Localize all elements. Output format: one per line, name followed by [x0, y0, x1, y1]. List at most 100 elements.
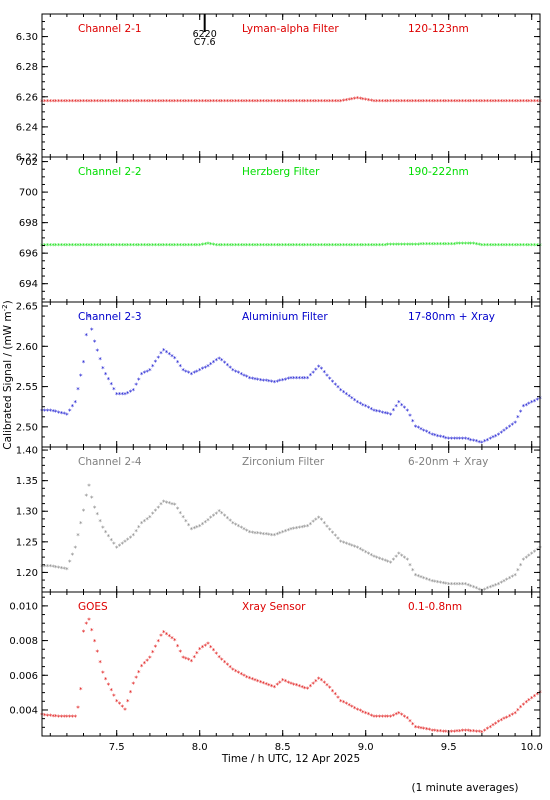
series-markers: ****************************************…	[40, 95, 542, 106]
data-point: *	[477, 98, 481, 106]
data-point: *	[383, 98, 387, 106]
data-point: *	[192, 242, 196, 250]
data-point: *	[511, 242, 515, 250]
data-point: *	[483, 438, 487, 446]
data-point: *	[303, 685, 307, 693]
data-point: *	[129, 534, 133, 542]
data-point: *	[168, 351, 172, 359]
data-point: *	[458, 435, 462, 443]
data-point: *	[508, 242, 512, 250]
data-point: *	[190, 658, 194, 666]
panel-label: Channel 2-3	[78, 311, 142, 323]
data-point: *	[483, 98, 487, 106]
data-point: *	[273, 379, 277, 387]
data-point: *	[267, 378, 271, 386]
data-point: *	[533, 398, 537, 406]
data-point: *	[162, 98, 166, 106]
data-point: *	[309, 98, 313, 106]
panel-2: * * * * * * * * * * ** **************** * * * * * **** * * *…	[16, 301, 542, 448]
data-point: *	[118, 542, 122, 550]
data-point: *	[184, 242, 188, 250]
data-point: *	[328, 98, 332, 106]
data-point: *	[292, 526, 296, 534]
data-point: *	[87, 242, 91, 250]
data-point: *	[176, 359, 180, 367]
data-point: *	[256, 98, 260, 106]
data-point: *	[369, 406, 373, 414]
data-point: *	[475, 438, 479, 446]
data-point: *	[353, 705, 357, 713]
data-point: *	[264, 242, 268, 250]
data-point: *	[203, 642, 207, 650]
data-point: *	[96, 649, 100, 657]
data-point: *	[336, 98, 340, 106]
data-point: *	[322, 680, 326, 688]
data-point: *	[237, 523, 241, 531]
data-point: *	[350, 242, 354, 250]
data-point: *	[477, 439, 481, 447]
data-point: *	[408, 562, 412, 570]
data-point: *	[350, 542, 354, 550]
data-point: *	[267, 682, 271, 690]
panel-label: Channel 2-4	[78, 456, 142, 468]
data-point: *	[82, 628, 86, 636]
data-point: *	[439, 98, 443, 106]
data-point: *	[57, 713, 61, 721]
data-point: *	[87, 98, 91, 106]
data-point: *	[248, 375, 252, 383]
data-point: *	[49, 713, 53, 721]
data-point: *	[306, 523, 310, 531]
data-point: *	[414, 572, 418, 580]
data-point: *	[505, 425, 509, 433]
data-point: *	[151, 363, 155, 371]
data-point: *	[317, 514, 321, 522]
data-point: *	[118, 242, 122, 250]
data-point: *	[273, 242, 277, 250]
data-point: *	[220, 510, 224, 518]
data-point: *	[439, 728, 443, 736]
data-point: *	[372, 98, 376, 106]
data-point: *	[519, 409, 523, 417]
data-point: *	[104, 676, 108, 684]
data-point: *	[392, 98, 396, 106]
data-point: *	[516, 242, 520, 250]
panel-label: Channel 2-1	[78, 23, 142, 35]
data-point: *	[79, 686, 83, 694]
data-point: *	[275, 531, 279, 539]
data-point: *	[519, 704, 523, 712]
data-point: *	[325, 98, 329, 106]
data-point: *	[361, 242, 365, 250]
data-point: *	[120, 242, 124, 250]
data-point: *	[322, 242, 326, 250]
data-point: *	[262, 377, 266, 385]
data-point: *	[228, 98, 232, 106]
data-point: *	[336, 384, 340, 392]
data-point: *	[345, 242, 349, 250]
data-point: *	[132, 242, 136, 250]
data-point: *	[339, 387, 343, 395]
data-point: *	[342, 539, 346, 547]
data-point: *	[497, 242, 501, 250]
data-point: *	[126, 698, 130, 706]
data-point: *	[192, 525, 196, 533]
data-point: *	[469, 583, 473, 591]
data-point: *	[336, 242, 340, 250]
data-point: *	[264, 98, 268, 106]
data-point: *	[284, 242, 288, 250]
data-point: *	[90, 242, 94, 250]
data-point: *	[76, 242, 80, 250]
data-point: *	[300, 524, 304, 532]
data-point: *	[96, 347, 100, 355]
data-point: *	[408, 98, 412, 106]
data-point: *	[228, 242, 232, 250]
data-point: *	[195, 650, 199, 658]
panel-label: 6-20nm + Xray	[408, 456, 488, 468]
data-point: *	[422, 98, 426, 106]
data-point: *	[253, 376, 257, 384]
data-point: *	[314, 98, 318, 106]
data-point: *	[417, 98, 421, 106]
data-point: *	[85, 492, 89, 500]
data-point: *	[367, 97, 371, 105]
data-point: *	[267, 98, 271, 106]
data-point: *	[483, 586, 487, 594]
